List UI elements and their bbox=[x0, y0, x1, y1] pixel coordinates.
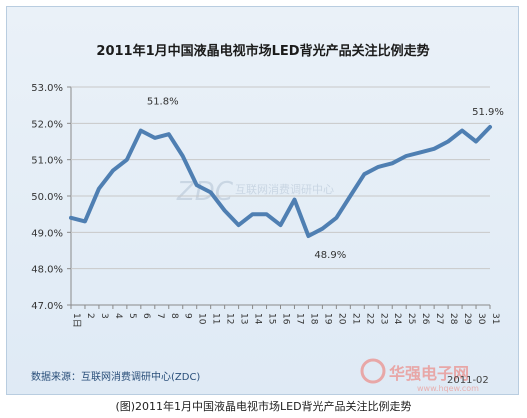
data-point bbox=[362, 172, 366, 176]
site-url: www.hqew.com bbox=[417, 384, 479, 393]
series bbox=[69, 125, 492, 238]
x-tick-label: 21 bbox=[350, 313, 360, 324]
series-line bbox=[69, 125, 492, 238]
x-tick-label: 9 bbox=[183, 313, 193, 319]
data-point bbox=[320, 227, 324, 231]
data-point bbox=[488, 125, 492, 129]
watermark: ZDC 互联网消费调研中心 bbox=[176, 177, 334, 207]
x-tick-label: 10 bbox=[197, 313, 207, 325]
x-tick-label: 7 bbox=[155, 313, 165, 319]
data-point bbox=[348, 194, 352, 198]
data-point bbox=[251, 212, 255, 216]
publish-date: 2011-02 bbox=[447, 375, 489, 386]
x-tick-label: 8 bbox=[169, 313, 179, 319]
watermark-text: 互联网消费调研中心 bbox=[235, 182, 334, 196]
data-point bbox=[83, 219, 87, 223]
data-point bbox=[167, 132, 171, 136]
figure-caption: (图)2011年1月中国液晶电视市场LED背光产品关注比例走势 bbox=[115, 400, 412, 413]
data-point bbox=[279, 223, 282, 227]
x-axis-ticks: 1日 2 3 4 5 6 7 8 9 10 11 12 13 14 15 16 17 18 19 20 21 22 23 24… bbox=[70, 305, 500, 328]
y-tick-label: 50.0% bbox=[31, 192, 63, 203]
x-tick-label: 13 bbox=[239, 313, 249, 324]
x-tick-label: 22 bbox=[364, 313, 374, 324]
x-tick-label: 14 bbox=[253, 313, 263, 325]
chart-title: 2011年1月中国液晶电视市场LED背光产品关注比例走势 bbox=[96, 43, 429, 59]
x-tick-label: 27 bbox=[434, 313, 444, 324]
chart-svg: 2011年1月中国液晶电视市场LED背光产品关注比例走势 ZDC 互联网消费调研… bbox=[31, 43, 504, 393]
data-point bbox=[209, 190, 213, 194]
x-tick-label: 4 bbox=[113, 313, 123, 319]
data-label: 48.9% bbox=[314, 250, 346, 261]
chart-frame: 2011年1月中国液晶电视市场LED背光产品关注比例走势 ZDC 互联网消费调研… bbox=[6, 6, 519, 395]
y-tick-label: 48.0% bbox=[31, 265, 63, 276]
data-point bbox=[237, 223, 241, 227]
x-tick-label: 28 bbox=[448, 313, 458, 325]
x-tick-label: 11 bbox=[211, 313, 221, 324]
data-point bbox=[153, 136, 157, 140]
site-watermark: 华强电子网 www.hqew.com bbox=[360, 358, 479, 393]
x-tick-label: 6 bbox=[141, 313, 151, 319]
data-point bbox=[306, 234, 310, 238]
x-tick-label: 12 bbox=[225, 313, 235, 324]
x-tick-label: 26 bbox=[420, 313, 430, 325]
data-point bbox=[265, 212, 269, 216]
annotations: 51.8% 48.9% 51.9% bbox=[147, 97, 504, 261]
data-point bbox=[432, 147, 436, 151]
y-tick-label: 51.0% bbox=[31, 156, 63, 167]
x-tick-label: 3 bbox=[99, 313, 109, 319]
data-point bbox=[404, 154, 408, 158]
data-point bbox=[139, 129, 143, 133]
data-point bbox=[418, 150, 422, 154]
site-logo-icon bbox=[360, 358, 386, 384]
x-tick-label: 17 bbox=[294, 313, 304, 324]
data-point bbox=[97, 187, 101, 191]
x-tick-label: 1日 bbox=[71, 313, 82, 328]
y-tick-label: 52.0% bbox=[31, 119, 63, 130]
data-point bbox=[181, 154, 185, 158]
x-tick-label: 29 bbox=[462, 313, 472, 325]
data-point bbox=[292, 198, 296, 202]
x-tick-label: 20 bbox=[336, 313, 346, 325]
x-tick-label: 2 bbox=[85, 313, 95, 319]
y-tick-label: 47.0% bbox=[31, 301, 63, 312]
x-tick-label: 19 bbox=[322, 313, 332, 325]
source-note: 数据来源：互联网消费调研中心(ZDC) bbox=[31, 370, 200, 383]
data-point bbox=[334, 216, 338, 220]
x-tick-label: 23 bbox=[378, 313, 388, 324]
x-tick-label: 18 bbox=[308, 313, 318, 325]
x-tick-label: 24 bbox=[392, 313, 402, 325]
data-point bbox=[125, 158, 129, 162]
data-point bbox=[390, 161, 394, 165]
data-point bbox=[195, 183, 199, 187]
site-name: 华强电子网 bbox=[389, 364, 469, 383]
x-tick-label: 16 bbox=[281, 313, 291, 325]
y-axis-ticks: 47.0% 48.0% 49.0% 50.0% 51.0% 52.0% 53.0% bbox=[31, 83, 71, 312]
x-tick-label: 15 bbox=[267, 313, 277, 324]
data-point bbox=[376, 165, 380, 169]
data-point bbox=[446, 140, 450, 143]
data-label: 51.9% bbox=[472, 107, 504, 118]
x-tick-label: 30 bbox=[476, 313, 486, 325]
watermark-logo: ZDC bbox=[176, 177, 234, 207]
data-point bbox=[69, 216, 73, 220]
data-label: 51.8% bbox=[147, 97, 179, 108]
y-tick-label: 53.0% bbox=[31, 83, 63, 94]
data-point bbox=[111, 169, 115, 173]
y-tick-label: 49.0% bbox=[31, 228, 63, 239]
data-point bbox=[460, 129, 464, 133]
grid bbox=[70, 86, 490, 306]
x-tick-label: 31 bbox=[490, 313, 500, 324]
x-tick-label: 25 bbox=[406, 313, 416, 324]
x-tick-label: 5 bbox=[127, 313, 137, 319]
data-point bbox=[223, 209, 227, 213]
data-point bbox=[474, 140, 478, 143]
